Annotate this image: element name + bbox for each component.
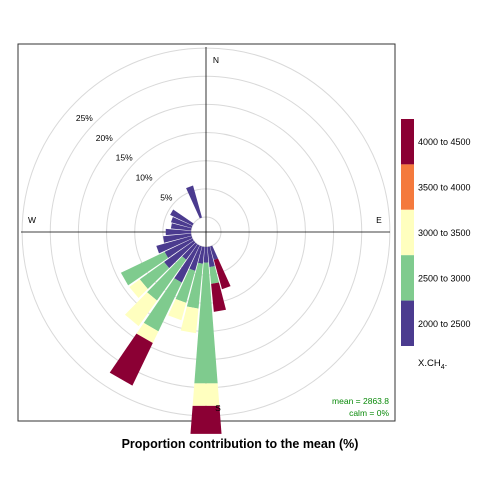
bar-segment <box>213 258 231 290</box>
bar-segment <box>120 251 169 286</box>
bar-segment <box>175 268 196 303</box>
bar-segment <box>136 322 159 344</box>
bar-segment <box>198 246 205 264</box>
bar-segment <box>164 238 194 258</box>
legend-label: 2000 to 2500 <box>418 319 471 329</box>
bars <box>109 185 231 434</box>
bar-segment <box>174 244 200 283</box>
bar-segment <box>189 245 202 271</box>
bar-segment <box>211 282 226 312</box>
ring-label: 10% <box>136 173 153 183</box>
bar-segment <box>163 233 192 243</box>
compass-s: S <box>215 403 221 413</box>
legend-suffix: . <box>445 358 448 369</box>
calm-stat: calm = 0% <box>349 408 389 418</box>
bar-segment <box>203 246 209 263</box>
bar-segment <box>143 278 182 332</box>
bar-segment <box>186 185 202 219</box>
compass-n: N <box>213 55 219 65</box>
legend-title: X.CH4. <box>418 358 447 371</box>
bar-segment <box>190 405 222 434</box>
bar-segment <box>165 228 192 236</box>
bar-segment <box>170 216 193 228</box>
ring-label: 20% <box>96 133 113 143</box>
legend-label: 3500 to 4000 <box>418 183 471 193</box>
bar-segment <box>164 240 196 269</box>
legend-subscript: 4 <box>441 364 445 371</box>
legend-variable: X.CH <box>418 358 441 369</box>
legend-swatch <box>401 119 414 165</box>
compass-e: E <box>376 215 382 225</box>
bar-segment <box>156 236 193 254</box>
bar-segment <box>186 262 203 309</box>
bar-segment <box>209 266 219 284</box>
chart-title: Proportion contribution to the mean (%) <box>122 437 359 451</box>
compass-labels: N E S W <box>28 55 382 413</box>
mean-stat: mean = 2863.8 <box>332 396 389 406</box>
ring-labels: 5% 10%15%20%25% <box>76 113 173 203</box>
bar-segment <box>109 333 153 386</box>
legend-swatch <box>401 255 414 301</box>
ring-label: 15% <box>116 153 133 163</box>
bar-segment <box>170 223 192 231</box>
bar-segment <box>180 306 199 334</box>
ring-label: 5% <box>160 192 173 202</box>
legend-label: 4000 to 4500 <box>418 137 471 147</box>
legend-swatch <box>401 300 414 346</box>
bar-segment <box>170 209 194 226</box>
bar-segment <box>194 262 218 384</box>
legend-label: 3000 to 3500 <box>418 228 471 238</box>
bar-segment <box>129 279 148 299</box>
bar-segment <box>124 292 157 327</box>
legend-swatch <box>401 164 414 210</box>
legend: 4000 to 4500 3500 to 4000 3000 to 3500 2500… <box>401 119 471 346</box>
bar-segment <box>207 246 215 268</box>
bar-segment <box>182 242 198 260</box>
bar-segment <box>168 298 187 321</box>
bar-segment <box>139 262 170 289</box>
bar-segment <box>210 245 219 261</box>
compass-w: W <box>28 215 36 225</box>
legend-swatch <box>401 209 414 256</box>
legend-label: 2500 to 3000 <box>418 273 471 283</box>
ring-label: 25% <box>76 113 93 123</box>
bar-segment <box>192 383 220 406</box>
bar-segment <box>147 256 187 301</box>
